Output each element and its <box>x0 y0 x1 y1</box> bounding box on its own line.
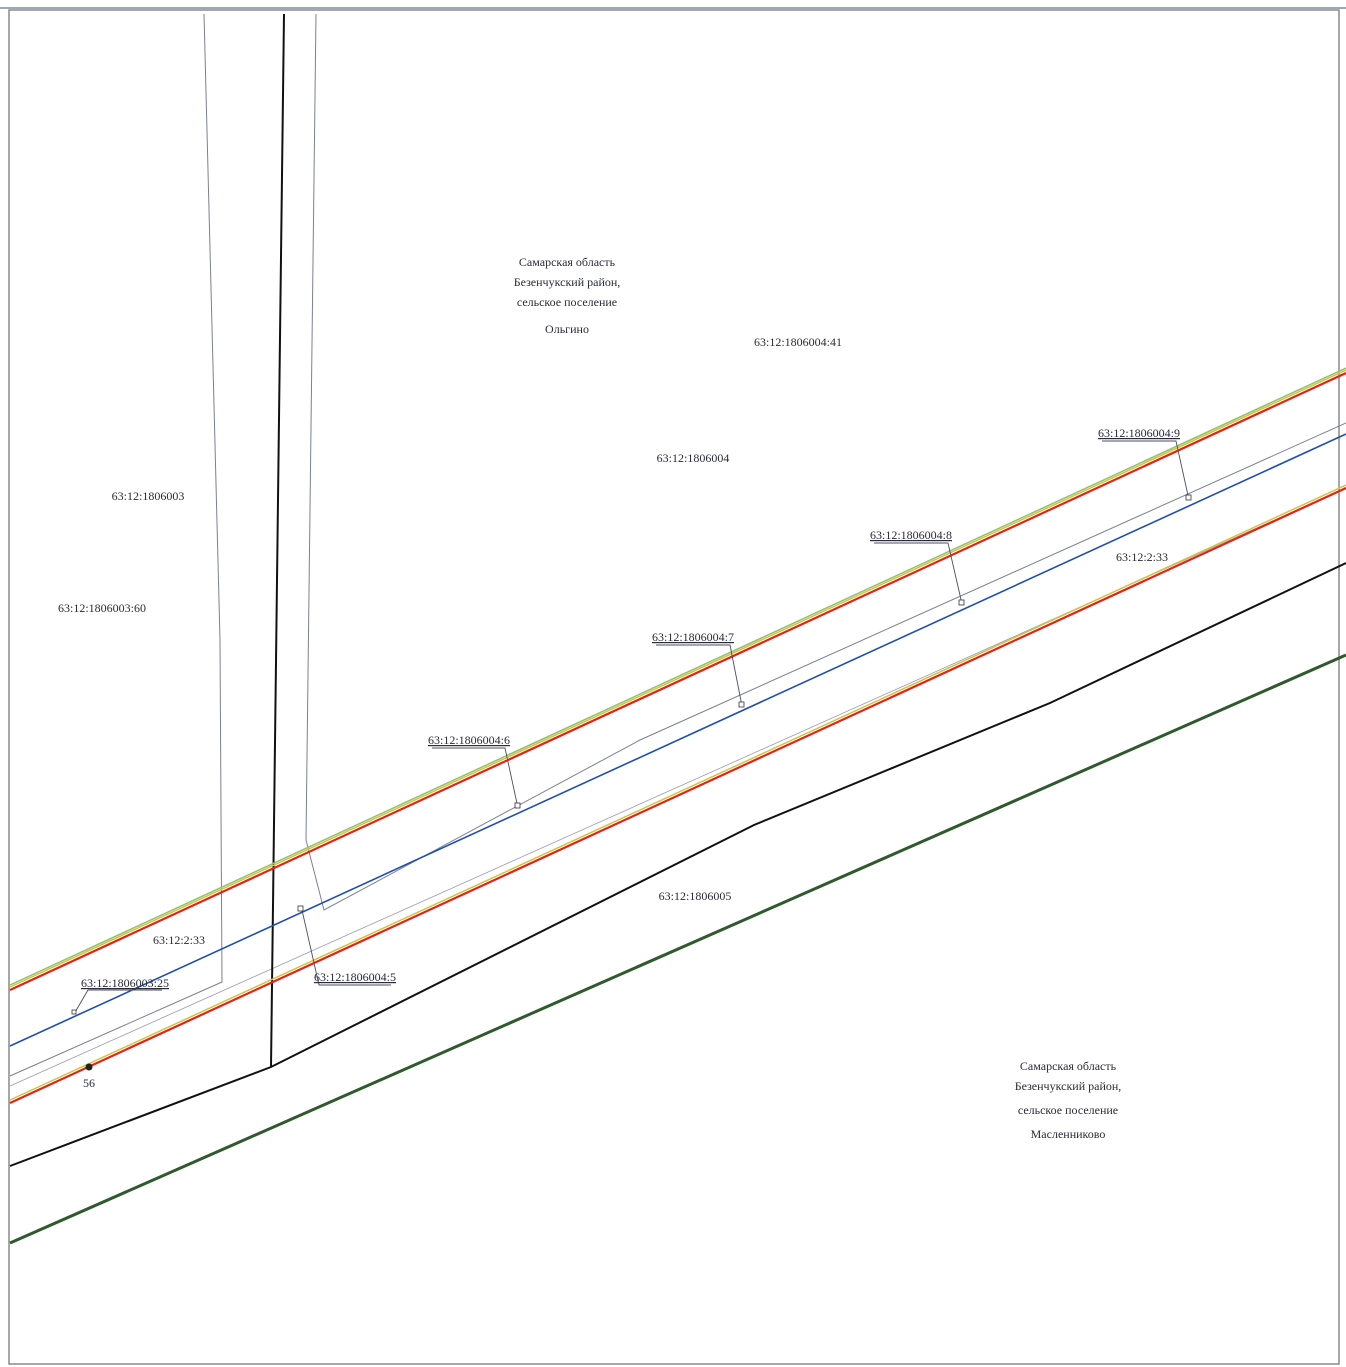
region-olgino-line-2: Безенчукский район, <box>514 275 621 289</box>
lower-boundary-red <box>10 488 1346 1103</box>
lower-boundary-yellow-edge <box>10 485 1346 1100</box>
callout-label-9: 63:12:1806004:9 <box>1098 426 1180 440</box>
marker-6 <box>515 803 520 808</box>
region-olgino-line-4: Ольгино <box>545 322 589 336</box>
survey-point-label: 56 <box>83 1076 95 1090</box>
callout-label-7: 63:12:1806004:7 <box>652 630 734 644</box>
callout-label-5: 63:12:1806004:5 <box>314 970 396 984</box>
marker-8 <box>959 600 964 605</box>
parcel-boundary-1806003-60 <box>10 14 222 1076</box>
quarter-boundary-vertical <box>271 14 284 1067</box>
marker-5 <box>298 906 303 911</box>
region-olgino-line-1: Самарская область <box>519 255 616 269</box>
region-maslennikovo-line-4: Масленниково <box>1031 1127 1106 1141</box>
callout-label-8: 63:12:1806004:8 <box>870 528 952 542</box>
parcel-label-1806003-60: 63:12:1806003:60 <box>58 601 146 615</box>
marker-25 <box>72 1010 76 1014</box>
quarter-label-1806005: 63:12:1806005 <box>659 889 732 903</box>
callout-label-25: 63:12:1806003:25 <box>81 976 169 990</box>
marker-7 <box>739 702 744 707</box>
axis-line-blue <box>10 434 1346 1046</box>
region-label-maslennikovo: Самарская область Безенчукский район, се… <box>1015 1059 1122 1141</box>
district-boundary-green <box>10 655 1346 1243</box>
survey-point-56 <box>86 1064 93 1071</box>
quarter-label-1806003: 63:12:1806003 <box>112 489 185 503</box>
region-maslennikovo-line-3: сельское поселение <box>1018 1103 1118 1117</box>
region-label-olgino: Самарская область Безенчукский район, се… <box>514 255 621 336</box>
quarter-label-1806004: 63:12:1806004 <box>657 451 730 465</box>
quarter-boundary-south <box>10 563 1346 1166</box>
map-frame <box>9 10 1339 1364</box>
leader-markers <box>72 495 1191 1014</box>
parcel-label-1806004-41: 63:12:1806004:41 <box>754 335 842 349</box>
parcel-label-2-33-left: 63:12:2:33 <box>153 933 205 947</box>
callout-leaders <box>74 441 1189 1014</box>
callout-label-6: 63:12:1806004:6 <box>428 733 510 747</box>
region-maslennikovo-line-1: Самарская область <box>1020 1059 1117 1073</box>
leader-9 <box>1102 441 1189 500</box>
parcel-label-2-33-right: 63:12:2:33 <box>1116 550 1168 564</box>
region-olgino-line-3: сельское поселение <box>517 295 617 309</box>
region-maslennikovo-line-2: Безенчукский район, <box>1015 1079 1122 1093</box>
marker-9 <box>1186 495 1191 500</box>
